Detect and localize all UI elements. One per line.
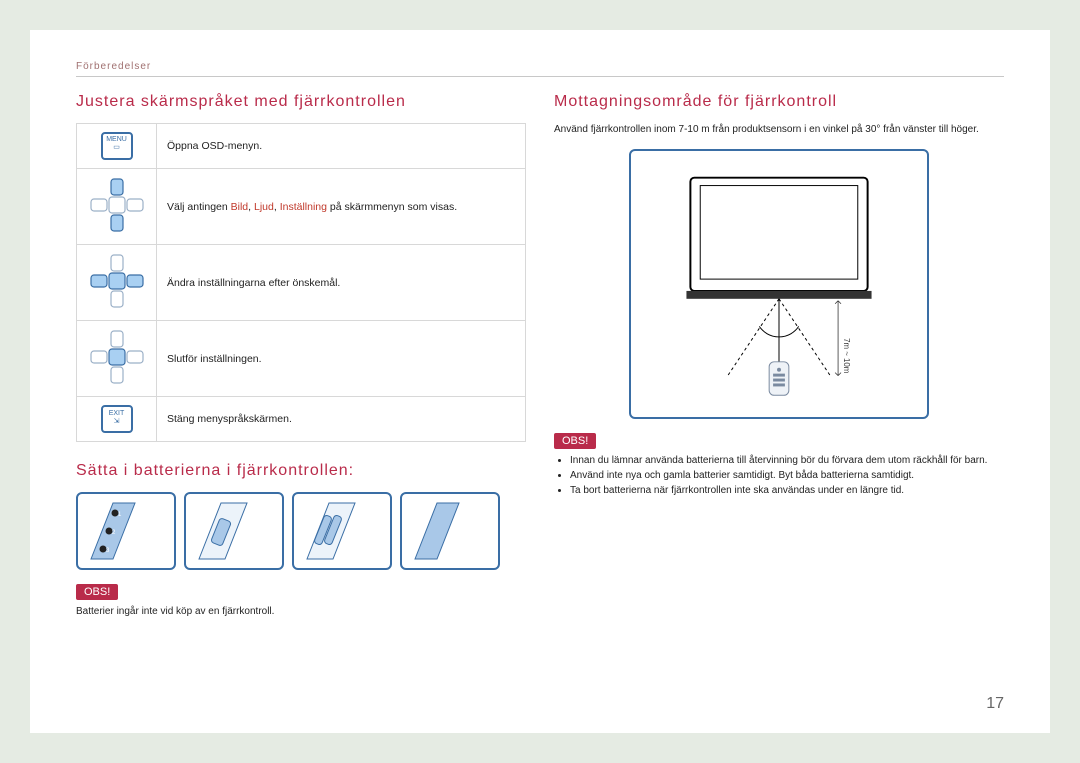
- dpad-icon-cell: [77, 169, 157, 245]
- header-label: Förberedelser: [76, 61, 151, 72]
- obs-badge: OBS!: [76, 584, 118, 600]
- dpad-updown-icon: [89, 177, 145, 233]
- instruction-text: Ändra inställningarna efter önskemål.: [157, 245, 526, 321]
- list-item: Ta bort batterierna när fjärrkontrollen …: [570, 485, 1004, 496]
- dpad-icon-cell: [77, 245, 157, 321]
- range-description: Använd fjärrkontrollen inom 7-10 m från …: [554, 123, 1004, 137]
- list-item: Innan du lämnar använda batterierna till…: [570, 455, 1004, 466]
- obs-badge: OBS!: [554, 433, 596, 449]
- obs-note: Batterier ingår inte vid köp av en fjärr…: [76, 606, 526, 617]
- manual-page: Förberedelser Justera skärmspråket med f…: [30, 30, 1050, 733]
- range-label: 7m ~ 10m: [842, 338, 851, 374]
- section-title-range: Mottagningsområde för fjärrkontroll: [554, 93, 1004, 111]
- exit-icon-cell: EXIT⇲: [77, 397, 157, 442]
- table-row: MENU▭ Öppna OSD-menyn.: [77, 124, 526, 169]
- battery-step-3: [292, 492, 392, 570]
- exit-button-icon: EXIT⇲: [101, 405, 133, 433]
- reception-diagram: 7m ~ 10m: [629, 149, 929, 419]
- table-row: Slutför inställningen.: [77, 321, 526, 397]
- instruction-table: MENU▭ Öppna OSD-menyn. Välj: [76, 123, 526, 442]
- instruction-text: Slutför inställningen.: [157, 321, 526, 397]
- battery-step-4: [400, 492, 500, 570]
- section-title-adjust: Justera skärmspråket med fjärrkontrollen: [76, 93, 526, 111]
- table-row: Ändra inställningarna efter önskemål.: [77, 245, 526, 321]
- right-column: Mottagningsområde för fjärrkontroll Anvä…: [554, 93, 1004, 617]
- dpad-icon-cell: [77, 321, 157, 397]
- instruction-text: Välj antingen Bild, Ljud, Inställning på…: [157, 169, 526, 245]
- section-title-battery: Sätta i batterierna i fjärrkontrollen:: [76, 462, 526, 480]
- page-number: 17: [986, 695, 1004, 713]
- obs-list: Innan du lämnar använda batterierna till…: [554, 455, 1004, 496]
- instruction-text: Stäng menyspråkskärmen.: [157, 397, 526, 442]
- left-column: Justera skärmspråket med fjärrkontrollen…: [76, 93, 526, 617]
- dpad-leftright-icon: [89, 253, 145, 309]
- instruction-text: Öppna OSD-menyn.: [157, 124, 526, 169]
- battery-step-2: [184, 492, 284, 570]
- page-header: Förberedelser: [76, 60, 1004, 77]
- two-column-layout: Justera skärmspråket med fjärrkontrollen…: [76, 93, 1004, 617]
- table-row: EXIT⇲ Stäng menyspråkskärmen.: [77, 397, 526, 442]
- dpad-updown-icon: [89, 329, 145, 385]
- menu-button-icon: MENU▭: [101, 132, 133, 160]
- table-row: Välj antingen Bild, Ljud, Inställning på…: [77, 169, 526, 245]
- battery-diagram-row: 123: [76, 492, 526, 570]
- menu-icon-cell: MENU▭: [77, 124, 157, 169]
- battery-step-1: 123: [76, 492, 176, 570]
- list-item: Använd inte nya och gamla batterier samt…: [570, 470, 1004, 481]
